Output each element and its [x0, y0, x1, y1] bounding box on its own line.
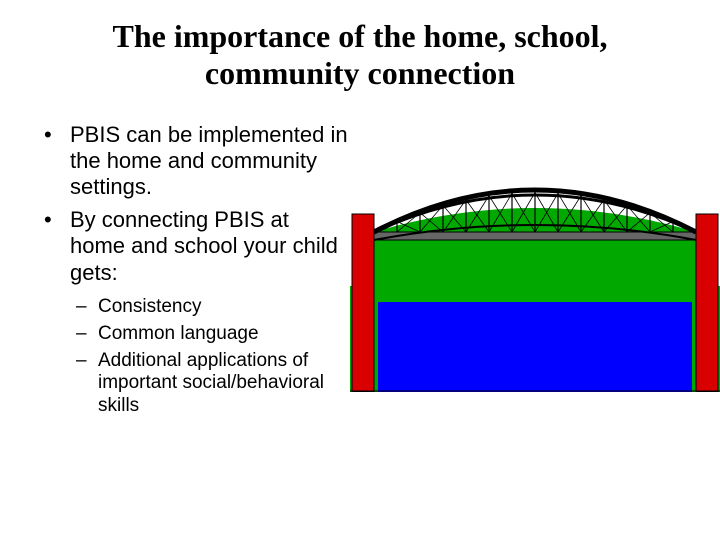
sub-bullet-text: Additional applications of important soc… — [98, 350, 324, 417]
main-bullet-list: PBIS can be implemented in the home and … — [30, 122, 350, 286]
bullet-item: By connecting PBIS at home and school yo… — [30, 207, 350, 286]
text-column: PBIS can be implemented in the home and … — [30, 122, 350, 422]
sub-bullet-text: Consistency — [98, 296, 202, 317]
title-text: The importance of the home, school, comm… — [112, 18, 607, 91]
slide-title: The importance of the home, school, comm… — [0, 0, 720, 102]
sub-bullet-item: Consistency — [30, 296, 350, 319]
content-area: PBIS can be implemented in the home and … — [0, 102, 720, 422]
image-column — [350, 122, 720, 422]
sub-bullet-item: Additional applications of important soc… — [30, 350, 350, 418]
sub-bullet-list: Consistency Common language Additional a… — [30, 296, 350, 418]
sub-bullet-item: Common language — [30, 323, 350, 346]
bullet-text: PBIS can be implemented in the home and … — [70, 122, 348, 200]
bullet-item: PBIS can be implemented in the home and … — [30, 122, 350, 201]
sub-bullet-text: Common language — [98, 323, 259, 344]
bridge-illustration — [350, 122, 720, 392]
bullet-text: By connecting PBIS at home and school yo… — [70, 207, 338, 285]
